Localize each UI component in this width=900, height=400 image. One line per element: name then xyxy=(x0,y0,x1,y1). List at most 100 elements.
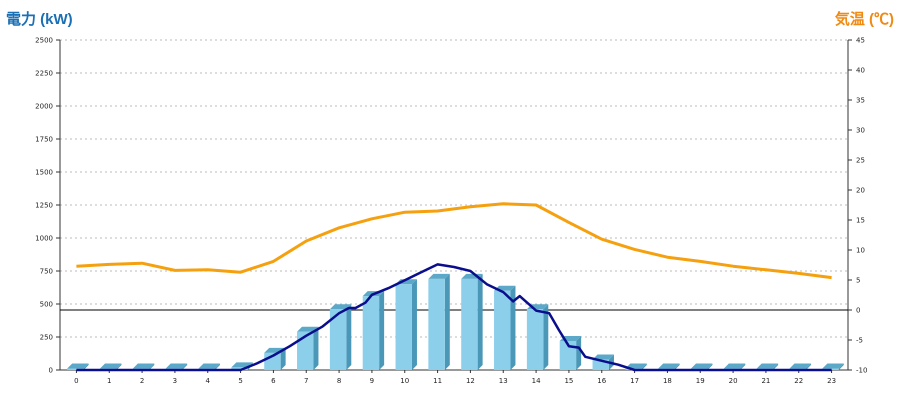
bar-top xyxy=(198,363,220,369)
bar-top xyxy=(756,363,779,369)
bar-side xyxy=(444,273,450,370)
left-tick-label: 1250 xyxy=(35,202,53,210)
right-tick-label: 0 xyxy=(856,307,860,315)
bar xyxy=(526,304,549,370)
bar-side xyxy=(543,304,549,370)
x-tick-label: 12 xyxy=(466,377,475,385)
right-axis-title: 気温 (℃) xyxy=(834,11,894,28)
bar-side xyxy=(510,285,516,370)
bar-side xyxy=(641,363,647,370)
bar-front xyxy=(67,368,84,370)
left-tick-label: 1000 xyxy=(35,235,53,243)
bar-side xyxy=(346,304,352,370)
bar xyxy=(461,273,483,370)
left-tick-label: 500 xyxy=(40,301,53,309)
x-tick-label: 9 xyxy=(370,377,374,385)
x-tick-label: 16 xyxy=(597,377,606,385)
left-tick-label: 750 xyxy=(40,268,53,276)
x-tick-label: 11 xyxy=(433,377,442,385)
bar-side xyxy=(576,335,582,370)
x-tick-label: 19 xyxy=(696,377,705,385)
right-tick-label: 10 xyxy=(856,247,865,255)
left-axis-title: 電力 (kW) xyxy=(6,11,73,28)
bar-side xyxy=(838,363,844,370)
x-tick-label: 23 xyxy=(827,377,836,385)
right-tick-label: 30 xyxy=(856,127,865,135)
x-tick-label: 14 xyxy=(532,377,541,385)
right-tick-label: 20 xyxy=(856,187,865,195)
x-tick-label: 17 xyxy=(630,377,639,385)
right-tick-label: 25 xyxy=(856,157,865,165)
x-tick-label: 1 xyxy=(107,377,111,385)
bar-front xyxy=(329,309,347,370)
left-tick-label: 1750 xyxy=(35,136,53,144)
bar xyxy=(362,291,385,370)
bar-side xyxy=(149,363,155,370)
right-tick-label: 35 xyxy=(856,97,865,105)
left-tick-label: 2500 xyxy=(35,37,53,45)
right-tick-label: 5 xyxy=(856,277,860,285)
bar-side xyxy=(411,279,417,370)
bar-top xyxy=(691,363,713,369)
bar-front xyxy=(395,284,412,370)
bar xyxy=(428,273,450,370)
x-tick-label: 7 xyxy=(304,377,308,385)
x-tick-label: 5 xyxy=(238,377,242,385)
bar-side xyxy=(116,363,122,370)
bar-front xyxy=(526,309,544,370)
bar-top xyxy=(132,363,155,369)
bar-top xyxy=(592,354,614,360)
bar-side xyxy=(182,363,188,370)
bar-front xyxy=(297,331,314,370)
bar xyxy=(329,304,352,370)
x-tick-label: 21 xyxy=(761,377,770,385)
right-tick-label: 40 xyxy=(856,67,865,75)
bar xyxy=(297,326,319,370)
bar-front xyxy=(428,278,445,370)
bar-top xyxy=(822,363,844,369)
left-tick-label: 1500 xyxy=(35,169,53,177)
bar xyxy=(395,279,417,370)
left-tick-label: 2000 xyxy=(35,103,53,111)
bar-top xyxy=(67,363,89,369)
left-tick-label: 2250 xyxy=(35,70,53,78)
bar-side xyxy=(740,363,746,370)
bar-front xyxy=(559,340,577,370)
x-tick-label: 6 xyxy=(271,377,276,385)
bar-side xyxy=(83,363,89,370)
x-tick-label: 3 xyxy=(173,377,177,385)
bar-top xyxy=(165,363,188,369)
bar-side xyxy=(313,326,319,370)
bar xyxy=(67,363,89,370)
x-tick-label: 0 xyxy=(74,377,78,385)
bar xyxy=(559,335,582,370)
bar-top xyxy=(789,363,811,369)
x-tick-label: 22 xyxy=(794,377,803,385)
bar-top xyxy=(658,363,680,369)
bar-front xyxy=(461,278,478,370)
right-tick-label: 45 xyxy=(856,37,865,45)
x-tick-label: 4 xyxy=(206,377,211,385)
bar xyxy=(494,285,516,370)
x-tick-label: 10 xyxy=(400,377,409,385)
bar-top xyxy=(428,273,450,279)
bar-side xyxy=(805,363,811,370)
bar-side xyxy=(477,273,483,370)
bar-front xyxy=(592,359,609,370)
bar-top xyxy=(723,363,746,369)
x-tick-label: 2 xyxy=(140,377,144,385)
bar-top xyxy=(100,363,122,369)
bar-front xyxy=(494,290,511,370)
x-tick-label: 13 xyxy=(499,377,508,385)
x-tick-label: 8 xyxy=(337,377,341,385)
bar-front xyxy=(362,296,380,370)
bar-front xyxy=(231,367,248,370)
power-line xyxy=(76,263,832,372)
bar-side xyxy=(773,363,779,370)
right-tick-label: 15 xyxy=(856,217,865,225)
bar-top xyxy=(329,304,352,310)
bar-side xyxy=(707,363,713,370)
left-tick-label: 250 xyxy=(40,334,53,342)
bar-side xyxy=(674,363,680,370)
